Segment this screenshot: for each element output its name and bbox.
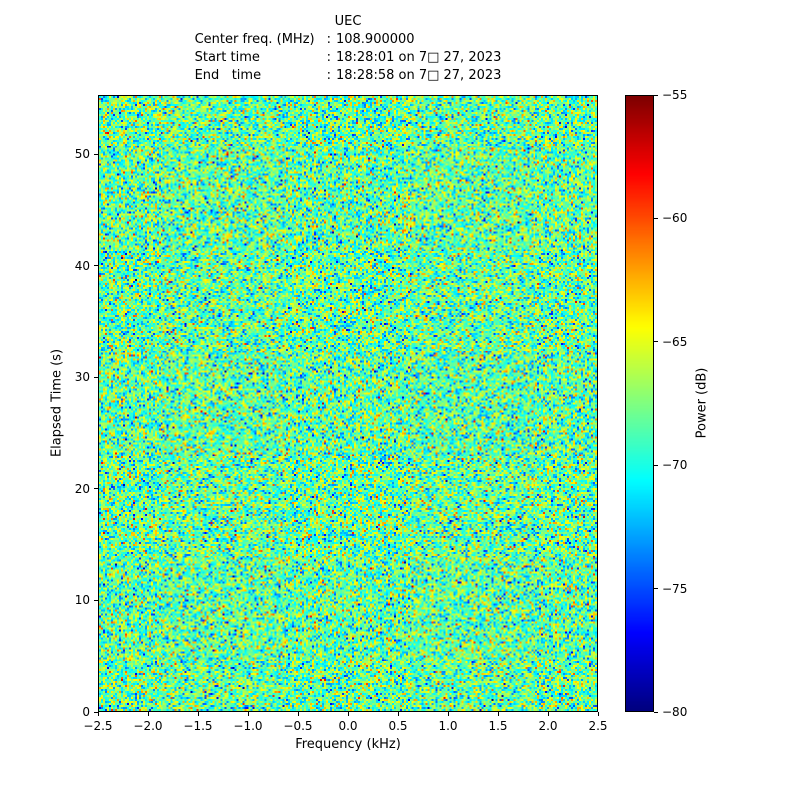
y-tick-label: 50 — [74, 147, 90, 162]
x-tick-label: 2.5 — [588, 719, 608, 733]
spectrogram-heatmap — [99, 96, 597, 711]
y-tick-label: 40 — [74, 258, 90, 273]
y-tick-label: 20 — [74, 481, 90, 496]
x-tick-label: 0.0 — [338, 719, 358, 733]
colorbar-label: Power (dB) — [694, 367, 710, 439]
x-axis-label: Frequency (kHz) — [295, 737, 401, 752]
center-freq-label: Center freq. (MHz) — [194, 32, 315, 47]
colorbar-tick-mark — [654, 588, 658, 590]
y-tick-label: 10 — [74, 593, 90, 608]
colorbar-tick-label: −75 — [662, 581, 688, 596]
colorbar-tick-label: −55 — [662, 88, 688, 102]
y-tick-label: 0 — [82, 705, 90, 719]
y-tick-label: 30 — [74, 370, 90, 385]
x-tick-label: −1.5 — [183, 719, 213, 733]
colorbar-gradient — [626, 96, 653, 711]
y-tick-mark — [94, 153, 98, 155]
x-tick-mark — [597, 712, 599, 716]
colorbar-tick-label: −60 — [662, 211, 688, 226]
colorbar-tick-mark — [654, 341, 658, 343]
colorbar-tick-mark — [654, 711, 658, 713]
x-tick-mark — [297, 712, 299, 716]
y-tick-mark — [94, 265, 98, 267]
plot-area — [98, 95, 598, 712]
x-tick-mark — [197, 712, 199, 716]
colorbar-tick-label: −80 — [662, 705, 688, 719]
center-freq-value: 108.900000 — [335, 32, 415, 47]
subtitle-line-start-time: Start time:18:28:01 on 7□ 27, 2023 — [195, 49, 502, 67]
x-tick-label: 0.5 — [388, 719, 408, 733]
colorbar-tick-mark — [654, 464, 658, 466]
separator: : — [326, 68, 331, 83]
x-tick-mark — [447, 712, 449, 716]
x-tick-mark — [247, 712, 249, 716]
separator: : — [326, 50, 331, 65]
plot-title: UEC — [334, 14, 362, 29]
y-axis-label: Elapsed Time (s) — [49, 348, 65, 458]
y-tick-mark — [94, 711, 98, 713]
colorbar-tick-mark — [654, 217, 658, 219]
subtitle-line-end-time: End time:18:28:58 on 7□ 27, 2023 — [195, 67, 502, 85]
x-tick-mark — [397, 712, 399, 716]
x-tick-label: 1.5 — [488, 719, 508, 733]
colorbar — [625, 95, 654, 712]
end-time-label: End time — [194, 68, 262, 83]
y-tick-mark — [94, 599, 98, 601]
separator: : — [326, 32, 331, 47]
x-tick-mark — [497, 712, 499, 716]
x-tick-label: −2.0 — [133, 719, 163, 733]
x-tick-label: −1.0 — [233, 719, 263, 733]
x-tick-label: −0.5 — [283, 719, 313, 733]
x-tick-mark — [147, 712, 149, 716]
x-tick-mark — [547, 712, 549, 716]
x-tick-label: −2.5 — [83, 719, 113, 733]
end-time-value: 18:28:58 on 7□ 27, 2023 — [335, 68, 502, 83]
colorbar-tick-label: −65 — [662, 334, 688, 349]
subtitle-line-center-freq: Center freq. (MHz):108.900000 — [195, 31, 502, 49]
colorbar-tick-mark — [654, 94, 658, 96]
y-tick-mark — [94, 488, 98, 490]
x-tick-mark — [97, 712, 99, 716]
x-tick-label: 1.0 — [438, 719, 458, 733]
x-tick-mark — [347, 712, 349, 716]
plot-subtitle-block: Center freq. (MHz):108.900000 Start time… — [98, 31, 598, 85]
x-tick-label: 2.0 — [538, 719, 558, 733]
start-time-label: Start time — [194, 50, 260, 65]
start-time-value: 18:28:01 on 7□ 27, 2023 — [335, 50, 502, 65]
y-tick-mark — [94, 376, 98, 378]
colorbar-tick-label: −70 — [662, 458, 688, 473]
